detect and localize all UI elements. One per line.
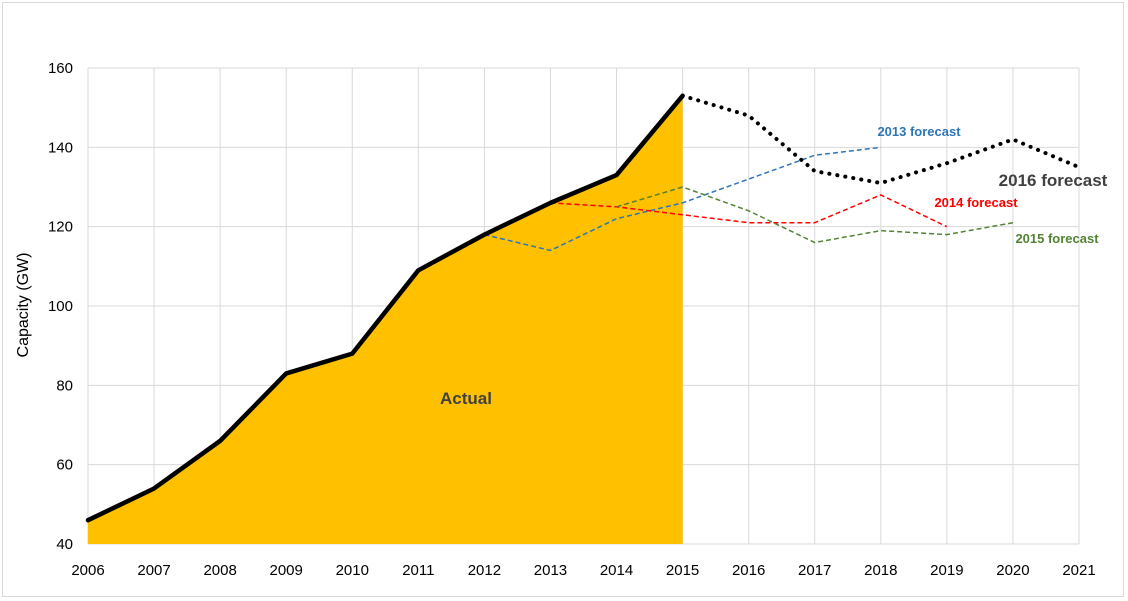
x-tick-label: 2019 — [930, 562, 963, 579]
grid-lines — [87, 67, 1080, 545]
series-label-f2014: 2014 forecast — [934, 195, 1018, 210]
series-lines — [85, 93, 1081, 523]
series-line-f2013 — [484, 146, 881, 252]
y-tick-label: 120 — [48, 219, 73, 236]
y-tick-label: 40 — [56, 536, 73, 553]
x-tick-label: 2009 — [270, 562, 303, 579]
x-tick-label: 2018 — [864, 562, 897, 579]
x-tick-label: 2012 — [468, 562, 501, 579]
y-tick-label: 80 — [56, 377, 73, 394]
actual-area-fill — [88, 95, 683, 545]
series-label-f2013: 2013 forecast — [877, 124, 961, 139]
x-tick-labels: 2006 2007 2008 2009 2010 2011 2012 2013 2014 2015… — [71, 562, 1095, 579]
y-tick-label: 160 — [48, 60, 73, 77]
series-line-actual — [85, 93, 685, 523]
x-tick-label: 2006 — [71, 562, 104, 579]
x-tick-label: 2007 — [137, 562, 170, 579]
series-line-f2015 — [616, 186, 1014, 244]
x-tick-label: 2016 — [732, 562, 765, 579]
x-tick-label: 2015 — [666, 562, 699, 579]
x-tick-label: 2013 — [534, 562, 567, 579]
y-tick-label: 100 — [48, 298, 73, 315]
x-tick-label: 2008 — [203, 562, 236, 579]
x-tick-label: 2014 — [600, 562, 633, 579]
actual-area-label: Actual — [440, 389, 492, 408]
series-label-f2016: 2016 forecast — [999, 171, 1108, 190]
y-tick-label: 140 — [48, 139, 73, 156]
y-axis-title: Capacity (GW) — [15, 253, 32, 358]
x-tick-label: 2020 — [996, 562, 1029, 579]
x-tick-label: 2011 — [402, 562, 434, 579]
y-tick-label: 60 — [56, 457, 73, 474]
series-labels: 2013 forecast 2014 forecast 2015 forecast 2… — [440, 124, 1108, 408]
x-tick-label: 2021 — [1062, 562, 1095, 579]
series-label-f2015: 2015 forecast — [1015, 231, 1099, 246]
actual-area — [88, 95, 683, 545]
x-tick-label: 2010 — [336, 562, 369, 579]
y-tick-labels: 40 60 80 100 120 140 160 — [48, 60, 73, 553]
x-tick-label: 2017 — [798, 562, 831, 579]
